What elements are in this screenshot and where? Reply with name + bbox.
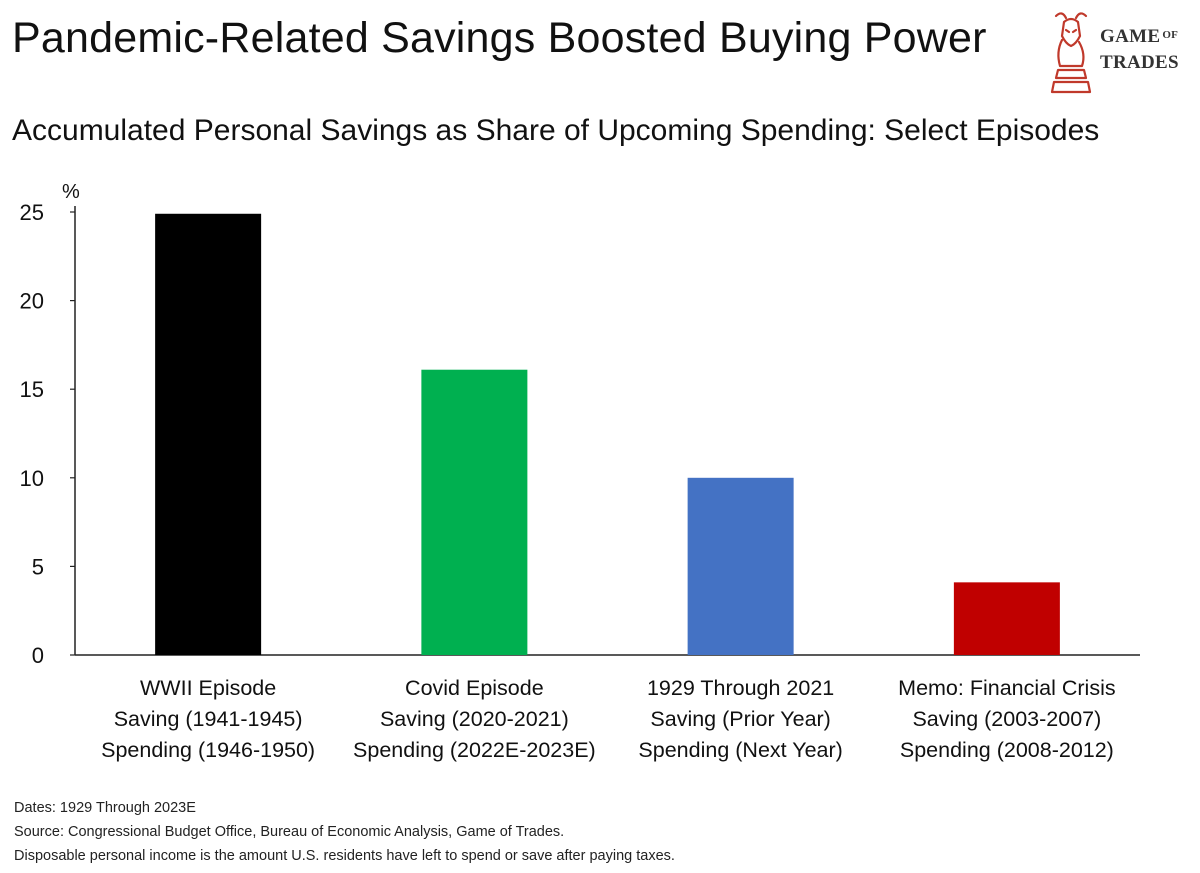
x-category-label: Spending (2008-2012) [900, 738, 1114, 762]
y-tick-label: 5 [32, 554, 44, 579]
y-tick-label: 20 [20, 289, 44, 314]
footnotes: Dates: 1929 Through 2023E Source: Congre… [14, 796, 675, 868]
x-category-label: Saving (2003-2007) [912, 707, 1101, 731]
x-category-label: WWII Episode [140, 676, 276, 700]
footnote-dates: Dates: 1929 Through 2023E [14, 800, 196, 816]
x-category-label: Memo: Financial Crisis [898, 676, 1115, 700]
bar-chart: % 0 5 10 15 20 25 WWII Episode Saving (1941-1945… [20, 181, 1140, 762]
x-category-label: Saving (Prior Year) [650, 707, 830, 731]
bar [687, 477, 794, 655]
chart-title: Pandemic-Related Savings Boosted Buying … [12, 14, 987, 62]
y-tick-label: 10 [20, 466, 44, 491]
x-category-label: Saving (2020-2021) [380, 707, 569, 731]
x-category-label: 1929 Through 2021 [647, 676, 834, 700]
chart-subtitle: Accumulated Personal Savings as Share of… [12, 114, 1100, 147]
logo-text-trades: Trades [1100, 52, 1179, 73]
footnote-source: Source: Congressional Budget Office, Bur… [14, 824, 565, 840]
y-tick-label: 25 [20, 200, 44, 225]
bull-knight-chess-icon [1050, 12, 1092, 94]
bar [421, 369, 528, 655]
x-category-label: Covid Episode [405, 676, 544, 700]
x-category-label: Spending (2022E-2023E) [353, 738, 596, 762]
logo-text-game: Game [1100, 26, 1161, 47]
x-category-label: Spending (1946-1950) [101, 738, 315, 762]
logo-text-of: of [1162, 29, 1179, 41]
x-category-label: Spending (Next Year) [638, 738, 842, 762]
y-tick-label: 0 [32, 643, 44, 668]
y-axis-unit-label: % [62, 181, 80, 203]
footnote-definition: Disposable personal income is the amount… [14, 848, 675, 864]
y-tick-label: 15 [20, 377, 44, 402]
x-category-label: Saving (1941-1945) [114, 707, 303, 731]
bar [155, 213, 262, 655]
brand-logo: Game of Trades [1046, 6, 1196, 106]
bar [953, 582, 1060, 655]
